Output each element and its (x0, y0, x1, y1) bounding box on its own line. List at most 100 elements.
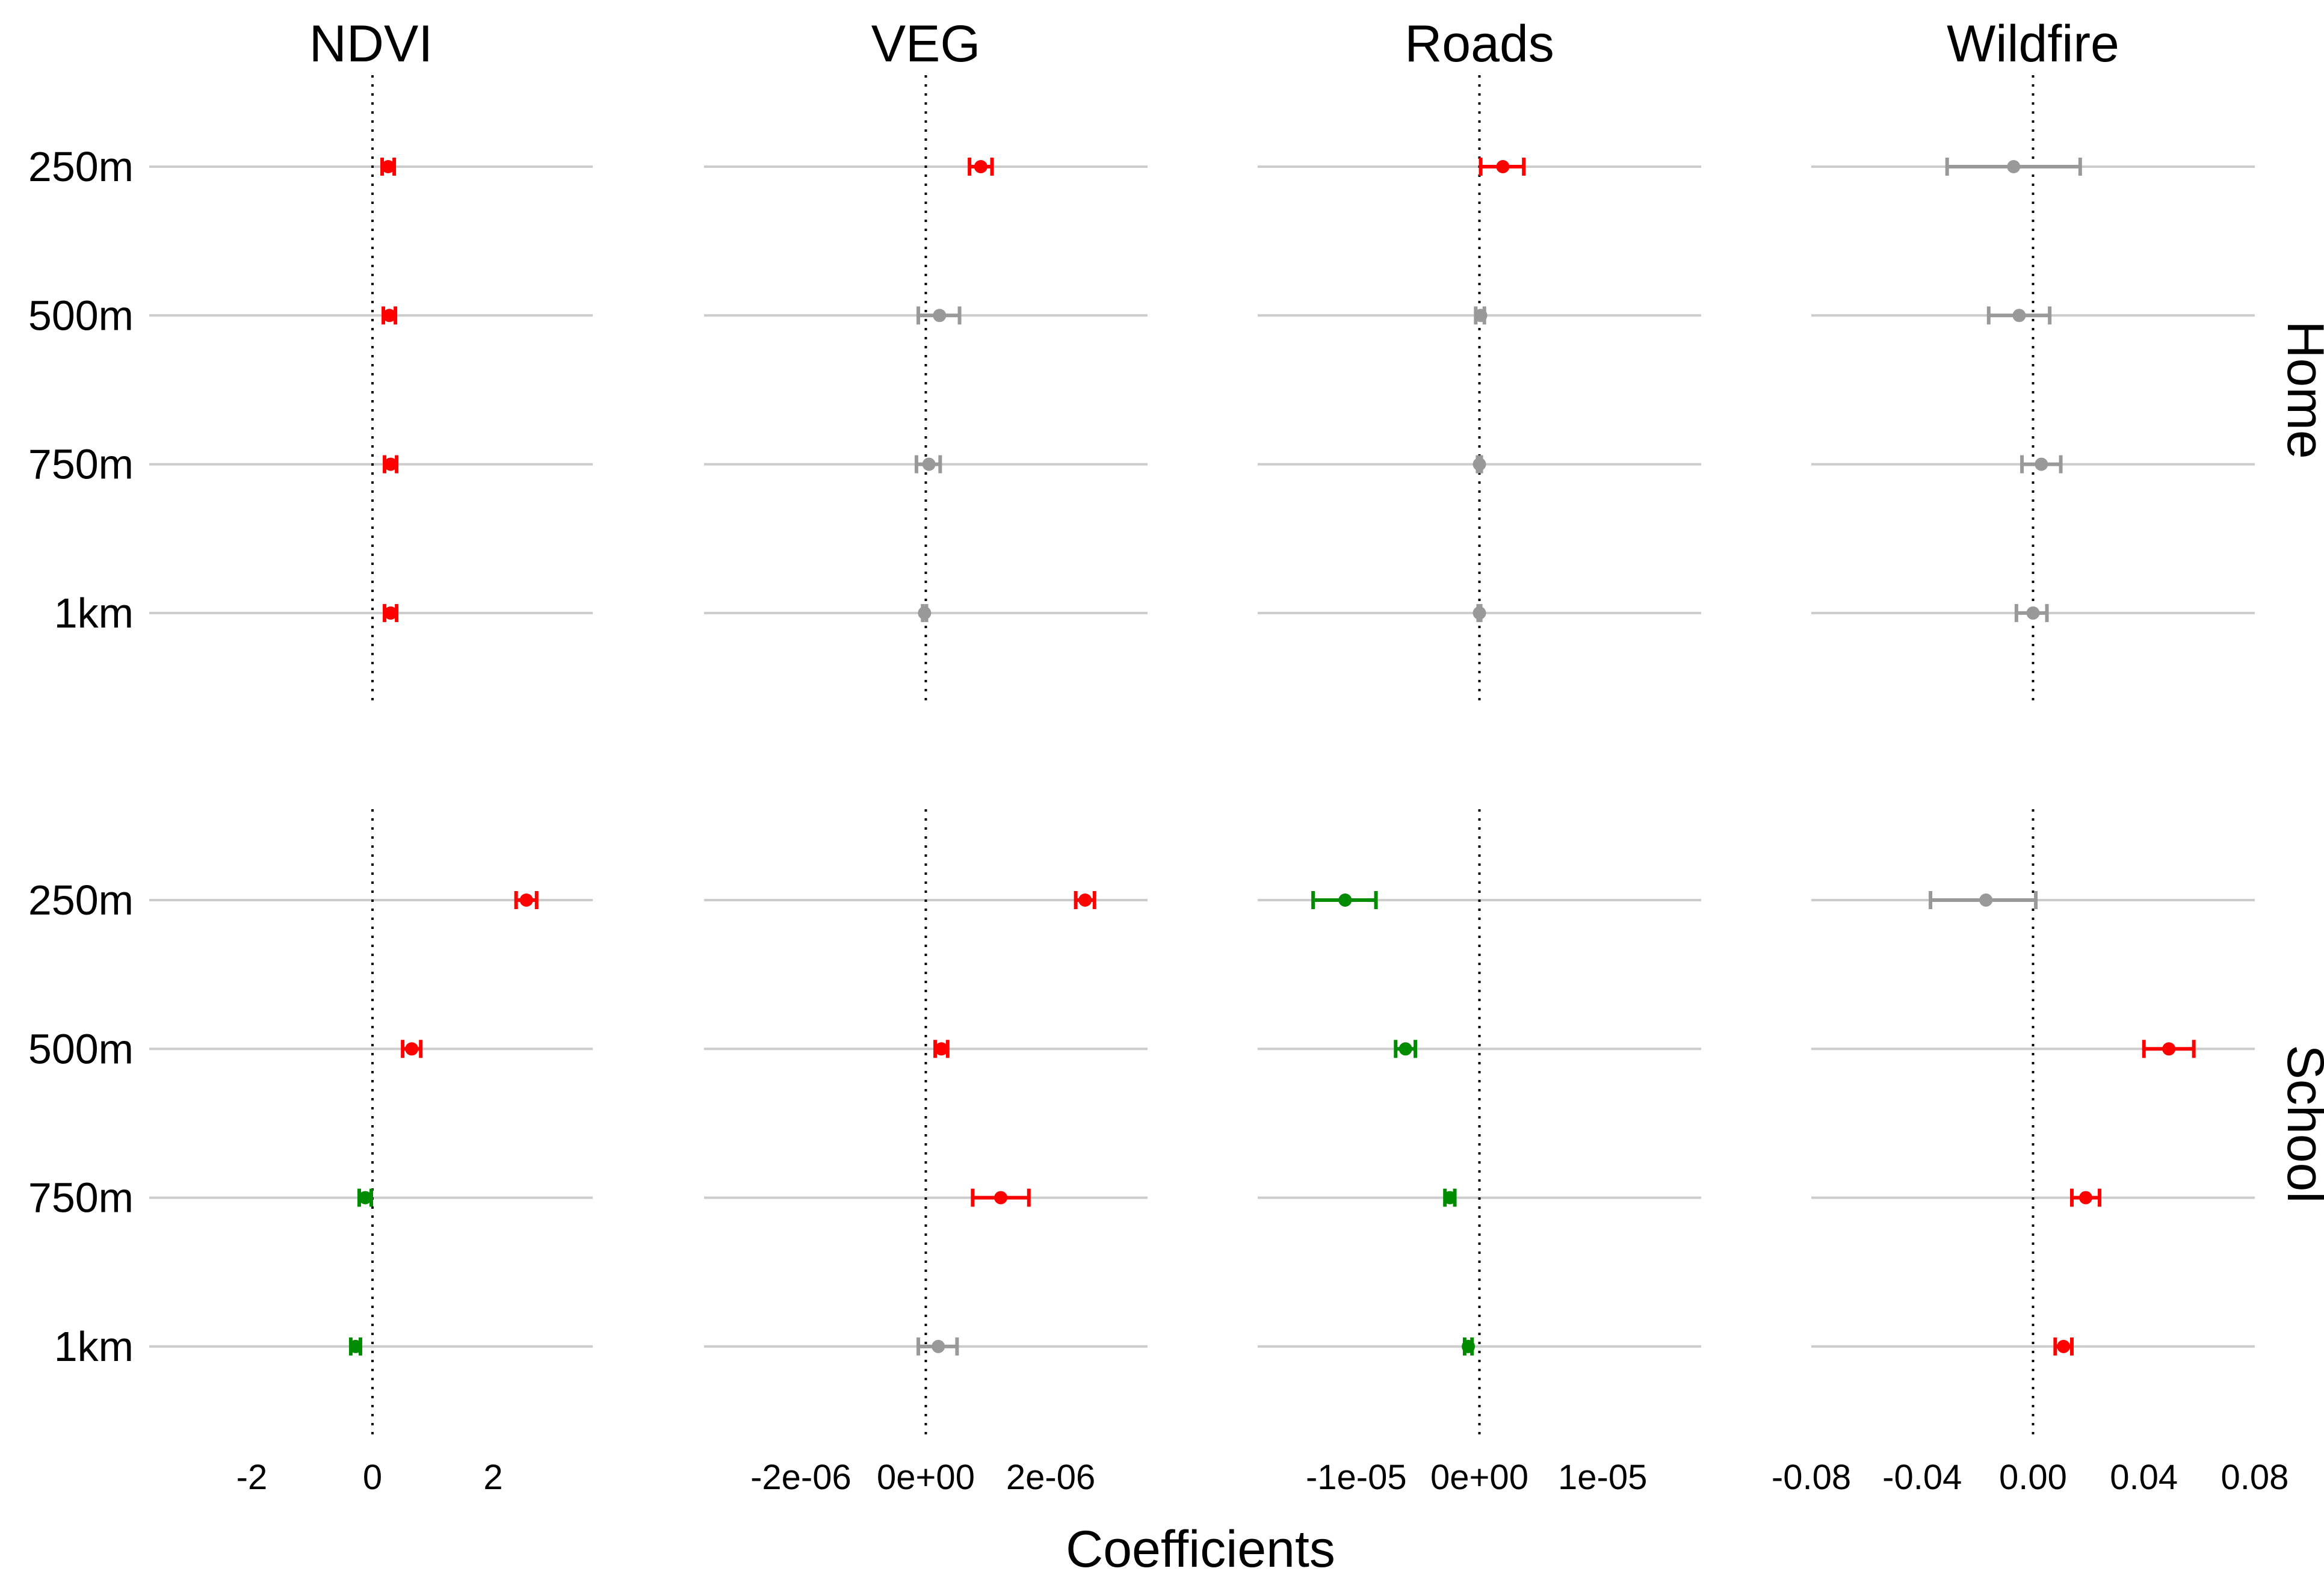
estimate-roads-school-500m (1394, 1040, 1418, 1058)
x-tick-label-wildfire-2: 0.00 (1999, 1458, 2067, 1497)
point-estimate (1473, 606, 1486, 620)
panel-roads-school (1258, 809, 1701, 1438)
x-tick-label-wildfire-3: 0.04 (2110, 1458, 2178, 1497)
point-estimate (1474, 309, 1488, 322)
y-label-school-500m: 500m (28, 1025, 134, 1072)
estimate-ndvi-home-250m (380, 158, 397, 176)
point-estimate (2012, 309, 2026, 322)
point-estimate (383, 309, 397, 322)
point-estimate (2057, 1339, 2071, 1353)
estimate-veg-school-250m (1074, 891, 1096, 909)
point-estimate (918, 606, 932, 620)
point-estimate (974, 160, 987, 173)
estimate-wildfire-school-250m (1929, 891, 2038, 909)
point-estimate (1979, 893, 1993, 907)
estimate-wildfire-school-1km (2053, 1337, 2074, 1356)
x-tick-label-wildfire-1: -0.04 (1882, 1458, 1962, 1497)
panel-ndvi-home (149, 75, 593, 704)
point-estimate (382, 160, 395, 173)
facet-title-roads: Roads (1405, 15, 1554, 73)
estimate-wildfire-home-500m (1986, 306, 2052, 325)
point-estimate (384, 457, 398, 471)
point-estimate (1443, 1191, 1457, 1205)
y-label-school-250m: 250m (28, 877, 134, 924)
point-estimate (519, 893, 533, 907)
panel-wildfire-school (1811, 809, 2255, 1438)
estimate-ndvi-school-750m (357, 1188, 374, 1207)
point-estimate (405, 1042, 419, 1056)
estimate-roads-home-500m (1474, 306, 1488, 325)
estimate-veg-school-750m (971, 1188, 1031, 1207)
panel-veg-school (704, 809, 1148, 1438)
point-estimate (922, 457, 936, 471)
facet-title-ndvi: NDVI (309, 15, 433, 73)
x-tick-label-roads-1: 0e+00 (1430, 1458, 1528, 1497)
point-estimate (1496, 160, 1510, 173)
estimate-veg-home-500m (916, 306, 962, 325)
panel-roads-home (1258, 75, 1701, 704)
x-tick-label-roads-2: 1e-05 (1558, 1458, 1647, 1497)
estimate-ndvi-home-500m (382, 306, 398, 325)
estimate-ndvi-school-1km (348, 1337, 362, 1356)
estimate-ndvi-school-500m (401, 1040, 423, 1058)
estimate-veg-school-500m (933, 1040, 950, 1058)
x-axis-title: Coefficients (1066, 1520, 1335, 1578)
facet-title-veg: VEG (871, 15, 981, 73)
estimate-veg-school-1km (916, 1337, 959, 1356)
estimate-wildfire-school-750m (2069, 1188, 2102, 1207)
estimate-roads-home-250m (1479, 158, 1526, 176)
y-label-home-500m: 500m (28, 292, 134, 339)
x-tick-label-ndvi-0: -2 (236, 1458, 268, 1497)
x-tick-label-roads-0: -1e-05 (1306, 1458, 1407, 1497)
point-estimate (932, 1339, 945, 1353)
point-estimate (2035, 457, 2048, 471)
x-tick-label-ndvi-2: 2 (483, 1458, 502, 1497)
point-estimate (1398, 1042, 1412, 1056)
estimate-roads-home-1km (1473, 603, 1486, 622)
point-estimate (2026, 606, 2040, 620)
point-estimate (2079, 1191, 2093, 1205)
estimate-wildfire-home-250m (1945, 158, 2082, 176)
point-estimate (1078, 893, 1092, 907)
estimate-roads-school-1km (1462, 1337, 1476, 1356)
estimate-wildfire-home-750m (2020, 455, 2063, 474)
point-estimate (384, 606, 398, 620)
estimate-veg-home-750m (914, 455, 942, 474)
x-tick-label-ndvi-1: 0 (363, 1458, 382, 1497)
estimate-wildfire-home-1km (2014, 603, 2049, 622)
point-estimate (358, 1191, 372, 1205)
estimate-roads-home-750m (1473, 455, 1486, 474)
panel-veg-home (704, 75, 1148, 704)
point-estimate (1473, 457, 1486, 471)
point-estimate (1462, 1339, 1476, 1353)
y-label-home-750m: 750m (28, 441, 134, 488)
point-estimate (1338, 893, 1352, 907)
point-estimate (2162, 1042, 2176, 1056)
point-estimate (348, 1339, 362, 1353)
x-tick-label-veg-2: 2e-06 (1006, 1458, 1095, 1497)
point-estimate (933, 309, 947, 322)
point-estimate (935, 1042, 948, 1056)
y-label-school-750m: 750m (28, 1174, 134, 1221)
estimate-roads-school-250m (1311, 891, 1378, 909)
facet-title-wildfire: Wildfire (1947, 15, 2119, 73)
estimate-wildfire-school-500m (2142, 1040, 2196, 1058)
x-tick-label-wildfire-4: 0.08 (2221, 1458, 2289, 1497)
estimate-roads-school-750m (1443, 1188, 1457, 1207)
estimate-ndvi-home-1km (383, 603, 399, 622)
y-label-school-1km: 1km (54, 1323, 134, 1370)
panel-ndvi-school (149, 809, 593, 1438)
estimate-ndvi-home-750m (383, 455, 399, 474)
x-tick-label-veg-0: -2e-06 (750, 1458, 851, 1497)
y-label-home-1km: 1km (54, 590, 134, 637)
x-tick-label-veg-1: 0e+00 (877, 1458, 975, 1497)
y-label-home-250m: 250m (28, 143, 134, 190)
strip-label-school: School (2276, 1045, 2324, 1203)
point-estimate (994, 1191, 1008, 1205)
strip-label-home: Home (2276, 321, 2324, 458)
panel-wildfire-home (1811, 75, 2255, 704)
estimate-ndvi-school-250m (514, 891, 539, 909)
point-estimate (2007, 160, 2021, 173)
estimate-veg-home-250m (968, 158, 994, 176)
